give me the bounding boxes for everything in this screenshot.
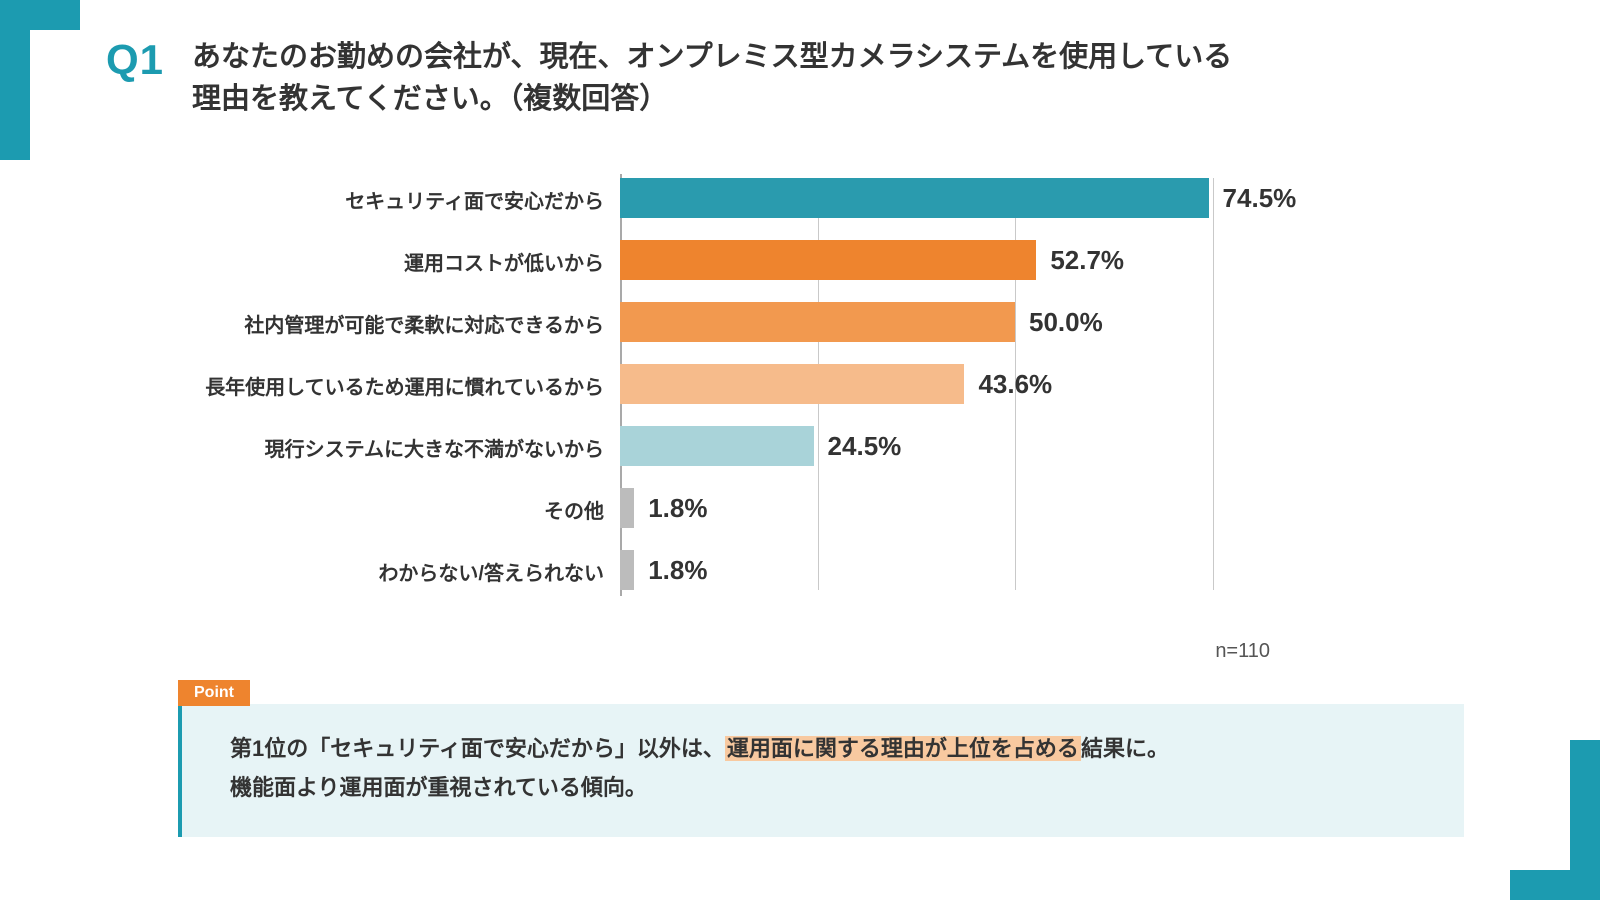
chart-bar	[620, 302, 1015, 342]
chart-bar-value: 1.8%	[634, 550, 707, 590]
chart-row-label: 長年使用しているため運用に慣れているから	[190, 371, 620, 400]
chart-bar	[620, 488, 634, 528]
chart-bar	[620, 550, 634, 590]
chart-row: その他 1.8%	[190, 478, 1410, 540]
chart-bar-value: 43.6%	[964, 364, 1052, 404]
corner-deco-top-h	[0, 0, 80, 30]
chart-row: 運用コストが低いから 52.7%	[190, 230, 1410, 292]
question-text-line1: あなたのお勤めの会社が、現在、オンプレミス型カメラシステムを使用している	[192, 41, 1232, 73]
chart-bar-value: 1.8%	[634, 488, 707, 528]
chart-bar-value: 74.5%	[1209, 178, 1297, 218]
question-text-line2: 理由を教えてください。（複数回答）	[192, 83, 668, 115]
chart-row-label: 社内管理が可能で柔軟に対応できるから	[190, 309, 620, 338]
point-box: 第1位の「セキュリティ面で安心だから」以外は、運用面に関する理由が上位を占める結…	[178, 704, 1464, 837]
chart-row-label: セキュリティ面で安心だから	[190, 185, 620, 214]
question-header: Q1 あなたのお勤めの会社が、現在、オンプレミス型カメラシステムを使用している …	[106, 36, 1520, 120]
chart-bar-track: 1.8%	[620, 540, 1410, 602]
chart-bar-track: 1.8%	[620, 478, 1410, 540]
chart-bar	[620, 364, 964, 404]
chart-bar-value: 24.5%	[814, 426, 902, 466]
point-text-pre: 第1位の「セキュリティ面で安心だから」以外は、	[230, 736, 725, 761]
point-text: 第1位の「セキュリティ面で安心だから」以外は、運用面に関する理由が上位を占める結…	[230, 730, 1416, 807]
corner-deco-bot-v	[1570, 740, 1600, 870]
chart-bar-track: 43.6%	[620, 354, 1410, 416]
chart-row-label: 運用コストが低いから	[190, 247, 620, 276]
chart-bar-value: 50.0%	[1015, 302, 1103, 342]
question-text: あなたのお勤めの会社が、現在、オンプレミス型カメラシステムを使用している 理由を…	[192, 36, 1232, 120]
sample-size-label: n=110	[1215, 640, 1270, 663]
point-text-line2: 機能面より運用面が重視されている傾向。	[230, 775, 647, 800]
chart-bar-track: 24.5%	[620, 416, 1410, 478]
chart-bar	[620, 240, 1036, 280]
chart-bar	[620, 178, 1209, 218]
chart-bar	[620, 426, 814, 466]
point-text-highlight: 運用面に関する理由が上位を占める	[725, 736, 1081, 761]
chart-row-label: その他	[190, 495, 620, 524]
corner-deco-bot-h	[1510, 870, 1600, 900]
chart-row: セキュリティ面で安心だから 74.5%	[190, 168, 1410, 230]
chart-row: 長年使用しているため運用に慣れているから 43.6%	[190, 354, 1410, 416]
point-text-post: 結果に。	[1081, 736, 1169, 761]
point-callout: Point 第1位の「セキュリティ面で安心だから」以外は、運用面に関する理由が上…	[178, 680, 1464, 837]
chart-bar-track: 74.5%	[620, 168, 1410, 230]
chart-bar-value: 52.7%	[1036, 240, 1124, 280]
question-number: Q1	[106, 36, 164, 84]
point-tag: Point	[178, 680, 250, 706]
chart-row: 社内管理が可能で柔軟に対応できるから 50.0%	[190, 292, 1410, 354]
chart-bar-track: 50.0%	[620, 292, 1410, 354]
chart-row: わからない/答えられない 1.8%	[190, 540, 1410, 602]
chart-row-label: 現行システムに大きな不満がないから	[190, 433, 620, 462]
chart-bar-track: 52.7%	[620, 230, 1410, 292]
bar-chart: セキュリティ面で安心だから 74.5% 運用コストが低いから 52.7% 社内管理が可能…	[190, 168, 1410, 602]
corner-deco-top-v	[0, 30, 30, 160]
chart-row-label: わからない/答えられない	[190, 557, 620, 586]
chart-row: 現行システムに大きな不満がないから 24.5%	[190, 416, 1410, 478]
